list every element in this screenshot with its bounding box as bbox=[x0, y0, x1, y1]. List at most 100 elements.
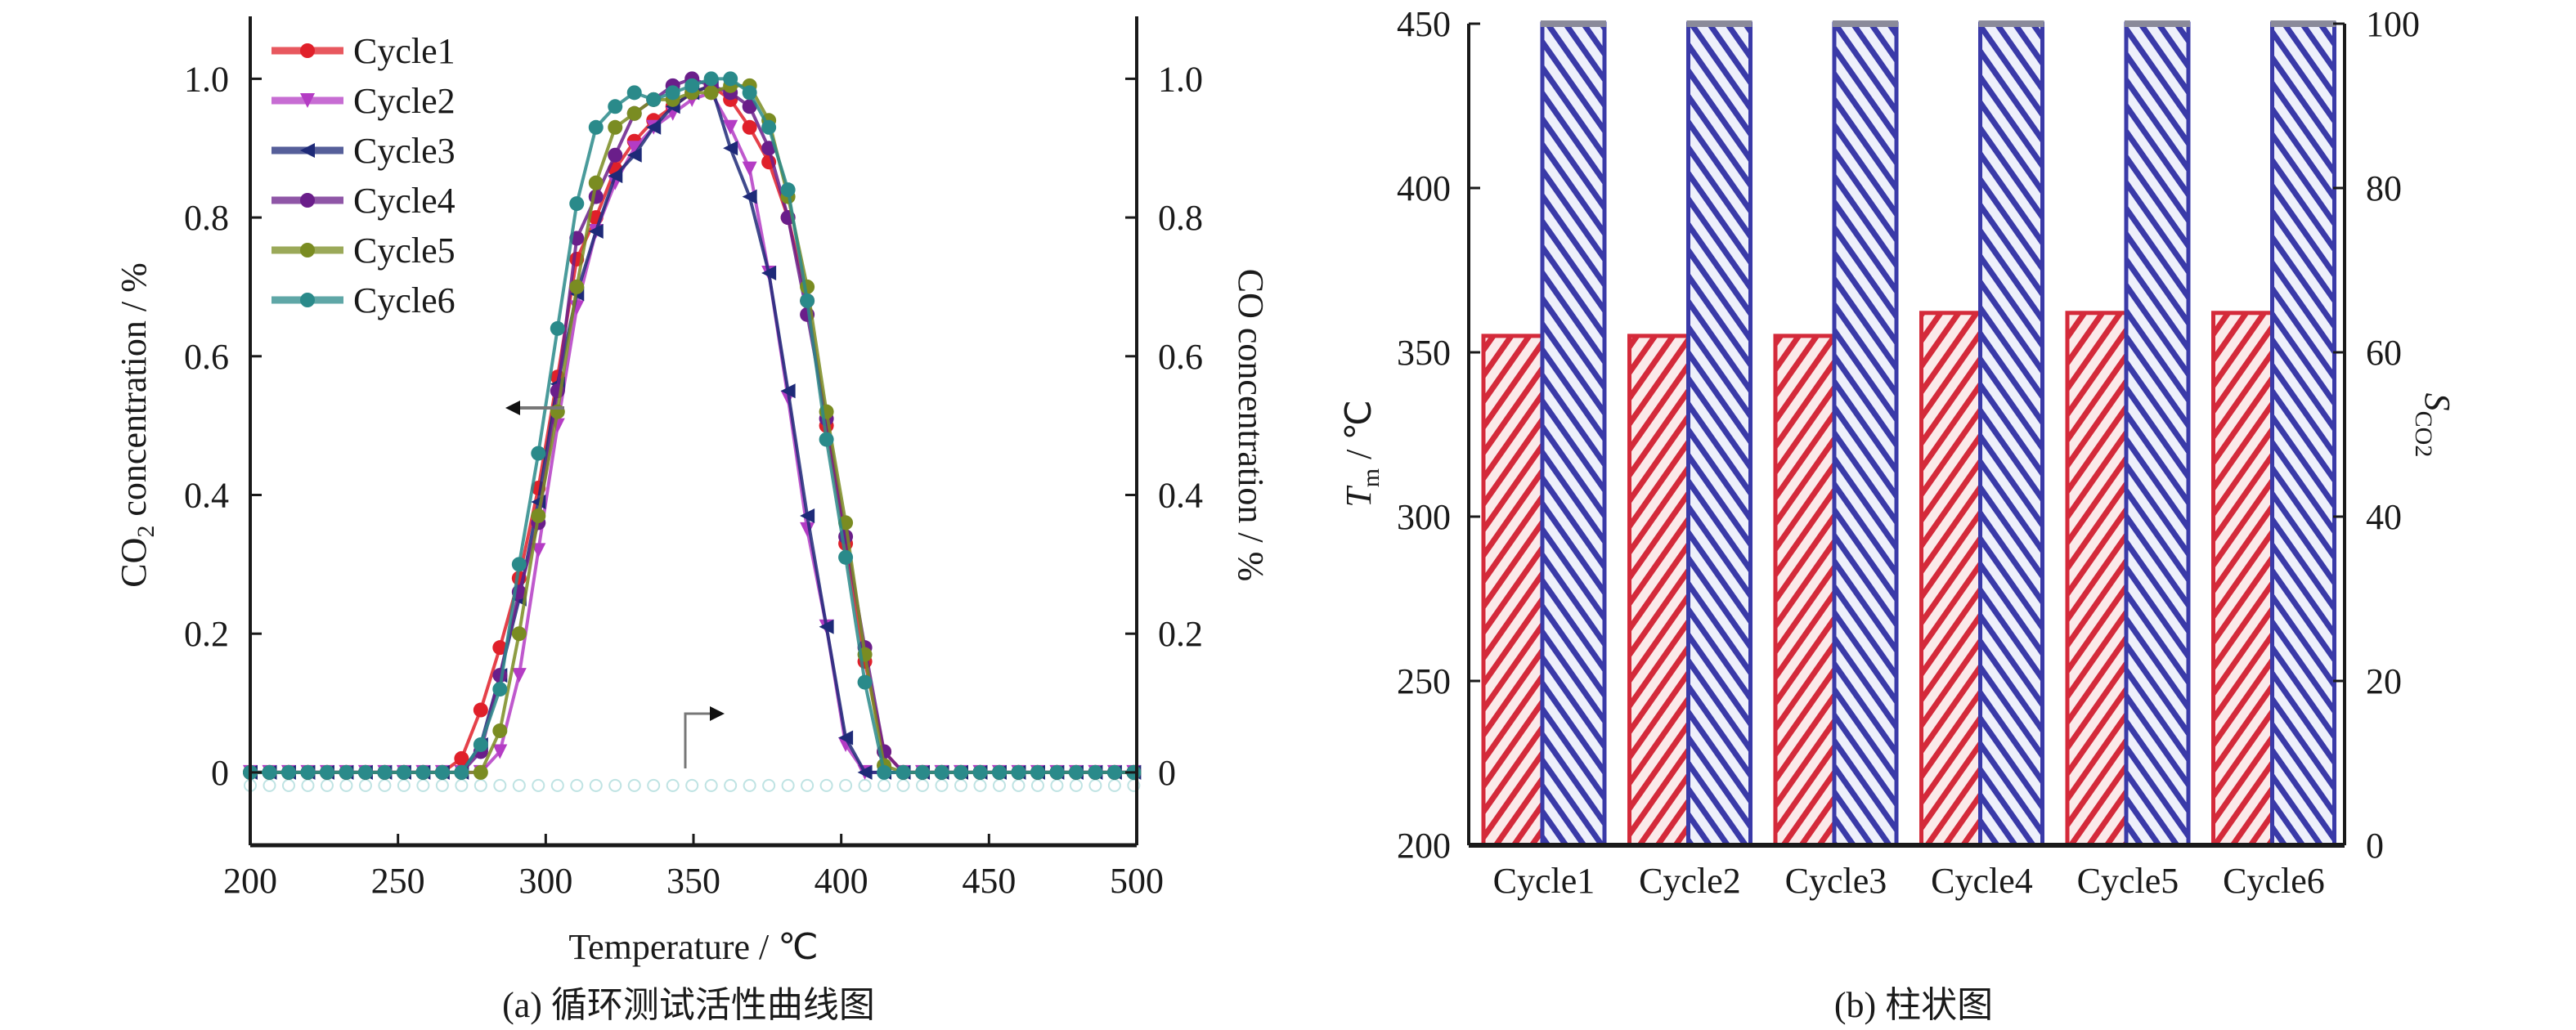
data-point bbox=[1011, 764, 1026, 780]
legend: Cycle1 Cycle2 Cycle3 Cycle4 Cycle5 Cycle6 bbox=[272, 31, 456, 320]
data-point bbox=[434, 764, 450, 780]
x-tick-labels: 200 250 300 350 400 450 500 bbox=[223, 861, 1164, 901]
co-baseline-marker bbox=[473, 778, 487, 792]
left-y-tick-label: 1.0 bbox=[184, 59, 229, 99]
data-point bbox=[511, 557, 527, 572]
legend-swatch-marker bbox=[300, 43, 315, 58]
co-baseline-marker bbox=[320, 778, 334, 792]
bar-cap bbox=[2270, 20, 2336, 27]
data-point bbox=[934, 764, 949, 780]
x-tick-label: 200 bbox=[223, 861, 277, 901]
data-point bbox=[473, 764, 488, 780]
right-y-tick-label: 100 bbox=[2366, 4, 2420, 44]
co-baseline-marker bbox=[973, 778, 987, 792]
bar-tm-cycle3 bbox=[1773, 334, 1837, 848]
x-axis-title: Temperature / ℃ bbox=[568, 927, 818, 967]
bar-cap bbox=[1833, 20, 1898, 27]
co-baseline-marker bbox=[685, 778, 699, 792]
data-point bbox=[280, 764, 296, 780]
bar-tm-cycle2 bbox=[1627, 334, 1690, 848]
right-y-axis-title: SCO2 bbox=[2410, 393, 2457, 458]
left-y-axis-title-main: T bbox=[1339, 485, 1379, 508]
series-cycle4 bbox=[243, 71, 1142, 780]
data-point bbox=[723, 141, 738, 156]
co-baseline-marker bbox=[1069, 778, 1083, 792]
data-point bbox=[684, 78, 700, 93]
co-baseline-marker bbox=[1030, 778, 1044, 792]
data-point bbox=[454, 764, 469, 780]
co-baseline-marker bbox=[493, 778, 507, 792]
data-point bbox=[339, 764, 354, 780]
data-point bbox=[473, 702, 488, 718]
data-point bbox=[357, 764, 373, 780]
data-point bbox=[991, 764, 1007, 780]
data-point bbox=[800, 522, 815, 537]
left-y-tick-label: 300 bbox=[1397, 497, 1451, 537]
right-y-tick-label: 0.6 bbox=[1158, 337, 1203, 377]
right-y-tick-label: 60 bbox=[2366, 333, 2402, 373]
right-y-tick-label: 0 bbox=[1158, 753, 1176, 793]
co-baseline-marker bbox=[1012, 778, 1025, 792]
x-tick-label: 300 bbox=[518, 861, 572, 901]
data-point bbox=[511, 668, 527, 683]
co-baseline-marker bbox=[263, 778, 276, 792]
series-cycle6 bbox=[243, 71, 1142, 780]
x-tick-label: 350 bbox=[666, 861, 720, 901]
data-point bbox=[703, 85, 719, 101]
co-baseline-marker bbox=[1050, 778, 1064, 792]
legend-swatch-marker bbox=[300, 143, 315, 158]
bar-sco2-cycle3 bbox=[1832, 21, 1899, 848]
legend-item-cycle6: Cycle6 bbox=[272, 280, 456, 320]
left-y-tick-labels: 0 0.2 0.4 0.6 0.8 1.0 bbox=[184, 59, 229, 793]
left-y-tick-label: 0.4 bbox=[184, 475, 229, 515]
co-baseline-marker bbox=[532, 778, 545, 792]
co-baseline-marker bbox=[281, 778, 295, 792]
data-point bbox=[1030, 764, 1045, 780]
data-point bbox=[761, 119, 777, 135]
legend-label: Cycle1 bbox=[353, 31, 456, 71]
data-point bbox=[1068, 764, 1084, 780]
x-tick-label: 500 bbox=[1110, 861, 1164, 901]
left-y-tick-label: 350 bbox=[1397, 333, 1451, 373]
x-category-label: Cycle5 bbox=[2077, 861, 2179, 901]
data-point bbox=[319, 764, 334, 780]
legend-item-cycle5: Cycle5 bbox=[272, 231, 456, 271]
co-baseline-marker bbox=[435, 778, 449, 792]
data-point bbox=[569, 196, 585, 212]
bar-tm-cycle1 bbox=[1481, 334, 1545, 848]
right-y-tick-label: 0.2 bbox=[1158, 614, 1203, 654]
legend-label: Cycle2 bbox=[353, 81, 456, 121]
legend-label: Cycle6 bbox=[353, 280, 456, 320]
data-point bbox=[665, 85, 680, 101]
co-baseline-marker bbox=[358, 778, 372, 792]
co-baseline-marker bbox=[301, 778, 315, 792]
data-point bbox=[588, 175, 604, 190]
left-y-axis-title-rest: / ℃ bbox=[1339, 400, 1379, 468]
bar-sco2-cycle6 bbox=[2270, 21, 2336, 848]
co-baseline-series bbox=[244, 778, 1141, 792]
data-point bbox=[972, 764, 988, 780]
right-y-tick-label: 0.4 bbox=[1158, 475, 1203, 515]
data-point bbox=[1049, 764, 1065, 780]
data-point bbox=[800, 508, 815, 523]
right-y-axis-title-sub: CO2 bbox=[2410, 411, 2437, 458]
x-category-label: Cycle1 bbox=[1493, 861, 1595, 901]
legend-item-cycle2: Cycle2 bbox=[272, 81, 456, 121]
data-point bbox=[569, 279, 585, 294]
bar-sco2-cycle2 bbox=[1686, 21, 1752, 848]
right-arrow-annotation bbox=[684, 706, 725, 768]
right-y-tick-labels: 0 20 40 60 80 100 bbox=[2366, 4, 2420, 866]
left-y-axis-title-sub: m bbox=[1358, 468, 1384, 487]
data-point bbox=[915, 764, 931, 780]
left-y-tick-labels: 200 250 300 350 400 450 bbox=[1397, 4, 1451, 866]
co-baseline-marker bbox=[647, 778, 661, 792]
left-y-tick-label: 200 bbox=[1397, 826, 1451, 866]
data-point bbox=[646, 92, 662, 107]
left-y-axis-title-rest: concentration / % bbox=[114, 262, 154, 525]
data-point bbox=[780, 383, 796, 399]
co-baseline-marker bbox=[801, 778, 815, 792]
axes bbox=[249, 16, 1138, 848]
data-point bbox=[1106, 764, 1122, 780]
data-point bbox=[761, 265, 777, 280]
